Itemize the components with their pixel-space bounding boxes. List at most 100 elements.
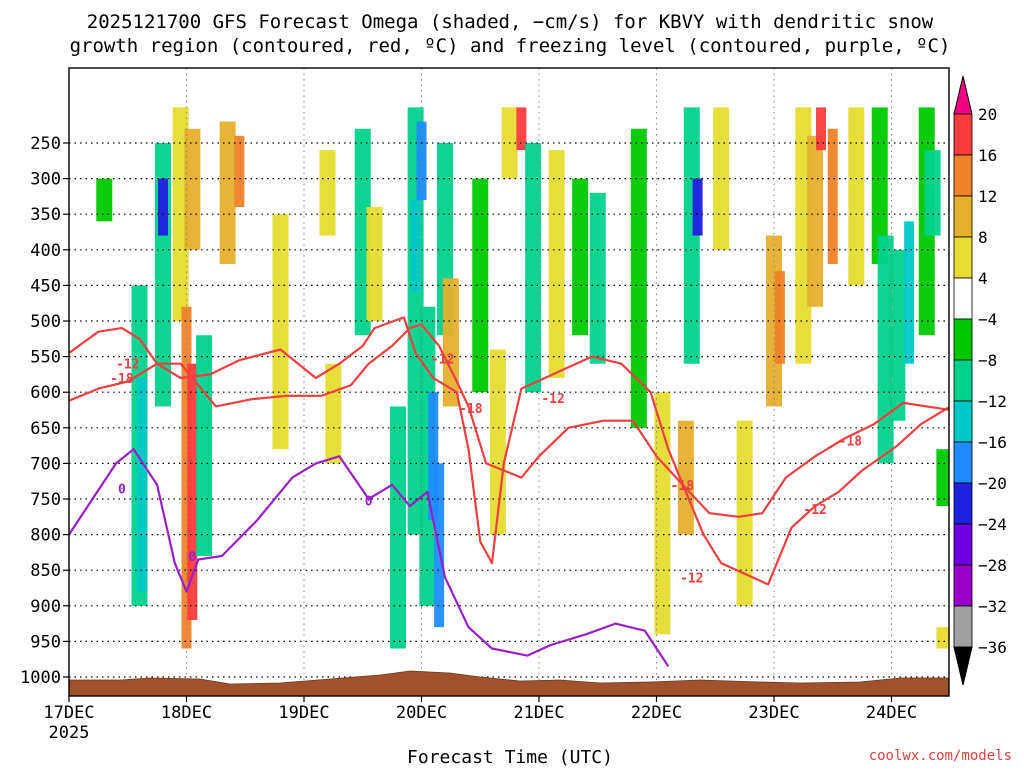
colorbar-swatch-bottom xyxy=(953,646,973,686)
omega-cell-23 xyxy=(390,406,406,649)
colorbar-label-6: −8 xyxy=(978,351,997,370)
y-tick-label-6: 550 xyxy=(30,348,61,368)
y-tick-label-4: 450 xyxy=(30,276,61,296)
contour-minus12-label-0: -12 xyxy=(116,358,139,373)
colorbar-swatch-8 xyxy=(953,441,973,484)
freezing-level-label-0: 0 xyxy=(118,482,126,497)
colorbar-label-8: −16 xyxy=(978,433,1007,452)
x-tick-label-1: 18DEC xyxy=(161,703,212,723)
colorbar-label-9: −20 xyxy=(978,474,1007,493)
colorbar: 20 16 12 8 4 −4 −8 −12 −16 −20 −24 −28 −32 −36 xyxy=(953,75,1007,686)
omega-cell-5 xyxy=(184,128,201,250)
colorbar-swatch-1 xyxy=(953,154,973,197)
x-axis-label: Forecast Time (UTC) xyxy=(407,747,613,768)
colorbar-swatch-9 xyxy=(953,482,973,525)
omega-cell-11 xyxy=(96,178,113,222)
omega-cell-46 xyxy=(827,128,838,265)
omega-cell-40 xyxy=(736,420,753,606)
omega-cell-18 xyxy=(410,199,421,293)
credit-text: coolwx.com/models xyxy=(869,748,1012,764)
y-tick-label-7: 600 xyxy=(30,383,61,403)
contour-minus18-label-3: -18 xyxy=(839,435,863,450)
freezing-level-line xyxy=(69,448,670,667)
x-tick-label-5: 22DEC xyxy=(631,703,682,723)
terrain-ground xyxy=(68,670,950,697)
y-tick-label-13: 900 xyxy=(30,597,61,617)
contour-minus12-label-4: -12 xyxy=(803,503,826,518)
colorbar-swatch-12 xyxy=(953,605,973,648)
y-tick-label-8: 650 xyxy=(30,419,61,439)
colorbar-label-5: −4 xyxy=(978,310,997,329)
x-tick-label-3: 20DEC xyxy=(396,703,447,723)
y-tick-label-0: 250 xyxy=(30,134,61,154)
y-tick-label-1: 300 xyxy=(30,170,61,190)
omega-cell-30 xyxy=(525,143,542,393)
chart-title-line1: 2025121700 GFS Forecast Omega (shaded, −… xyxy=(87,11,934,33)
colorbar-label-7: −12 xyxy=(978,392,1007,411)
y-tick-label-2: 350 xyxy=(30,205,61,225)
omega-cell-31 xyxy=(548,150,565,378)
colorbar-swatch-6 xyxy=(953,359,973,402)
omega-cell-21 xyxy=(428,392,439,521)
omega-cell-9 xyxy=(219,121,236,265)
contour-minus18-label-2: -18 xyxy=(671,479,695,494)
contour-minus18-line xyxy=(69,323,949,518)
omega-cell-8 xyxy=(196,335,213,556)
omega-cell-7 xyxy=(187,363,198,621)
y-tick-label-12: 850 xyxy=(30,561,61,581)
omega-cell-38 xyxy=(692,178,703,236)
omega-cell-39 xyxy=(713,107,730,250)
y-tick-label-5: 500 xyxy=(30,312,61,332)
omega-shading xyxy=(96,107,949,649)
x-tick-sublabel-0: 2025 xyxy=(49,723,90,743)
omega-cell-12 xyxy=(272,214,289,450)
colorbar-swatch-5 xyxy=(953,318,973,361)
omega-cell-45 xyxy=(816,107,826,151)
colorbar-swatch-4 xyxy=(953,277,973,320)
freezing-level-label-1: 0 xyxy=(188,550,196,565)
colorbar-swatch-11 xyxy=(953,564,973,607)
y-axis: 250 300 350 400 450 500 550 600 650 700 750 800 850 9… xyxy=(20,134,69,688)
omega-cell-37 xyxy=(683,107,700,364)
y-tick-label-15: 1000 xyxy=(20,668,61,688)
omega-cell-51 xyxy=(904,221,915,364)
omega-cell-36 xyxy=(677,420,694,535)
omega-cell-13 xyxy=(319,150,336,236)
y-tick-label-11: 800 xyxy=(30,526,61,546)
y-tick-label-9: 700 xyxy=(30,454,61,474)
colorbar-label-3: 8 xyxy=(978,228,988,247)
omega-cell-26 xyxy=(472,178,489,393)
contour-minus12-label-3: -12 xyxy=(680,571,703,586)
colorbar-swatch-2 xyxy=(953,195,973,238)
omega-cell-50 xyxy=(889,249,906,421)
y-tick-label-3: 400 xyxy=(30,241,61,261)
contour-minus12-label-2: -12 xyxy=(541,392,564,407)
colorbar-label-4: 4 xyxy=(978,269,988,288)
chart-title-line2: growth region (contoured, red, ºC) and f… xyxy=(70,35,951,57)
contour-minus18-label-1: -18 xyxy=(459,402,483,417)
omega-cell-1 xyxy=(136,377,147,592)
colorbar-label-13: −36 xyxy=(978,638,1007,657)
colorbar-label-10: −24 xyxy=(978,515,1007,534)
colorbar-label-2: 12 xyxy=(978,187,997,206)
colorbar-swatch-10 xyxy=(953,523,973,566)
omega-cell-34 xyxy=(630,128,647,428)
y-tick-label-10: 750 xyxy=(30,490,61,510)
gridlines xyxy=(69,68,949,696)
x-tick-label-4: 21DEC xyxy=(513,703,564,723)
omega-cell-16 xyxy=(366,207,383,321)
colorbar-swatch-3 xyxy=(953,236,973,279)
colorbar-label-12: −32 xyxy=(978,597,1007,616)
omega-cell-44 xyxy=(807,135,824,307)
colorbar-swatch-top xyxy=(953,75,973,115)
omega-cell-54 xyxy=(936,449,949,507)
omega-cell-32 xyxy=(572,178,589,336)
omega-cell-10 xyxy=(234,135,245,208)
omega-cell-33 xyxy=(589,192,606,364)
x-tick-label-7: 24DEC xyxy=(866,703,917,723)
colorbar-label-0: 20 xyxy=(978,105,997,124)
omega-cell-19 xyxy=(416,121,427,200)
